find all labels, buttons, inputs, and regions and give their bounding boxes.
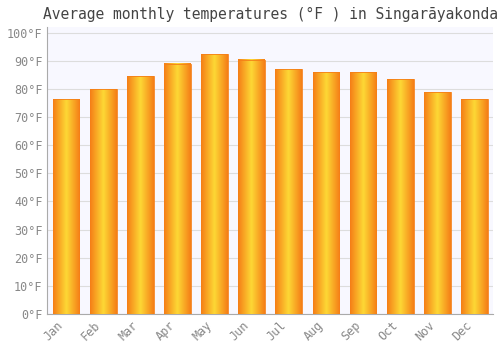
Title: Average monthly temperatures (°F ) in Singarāyakonda: Average monthly temperatures (°F ) in Si… (42, 7, 498, 22)
Bar (461, 99, 488, 314)
Bar (201, 54, 228, 314)
Bar (424, 92, 450, 314)
Bar (312, 72, 340, 314)
Bar (350, 72, 376, 314)
Bar (164, 64, 191, 314)
Bar (127, 76, 154, 314)
Bar (90, 89, 117, 314)
Bar (387, 79, 413, 314)
Bar (52, 99, 80, 314)
Bar (276, 69, 302, 314)
Bar (238, 60, 265, 314)
